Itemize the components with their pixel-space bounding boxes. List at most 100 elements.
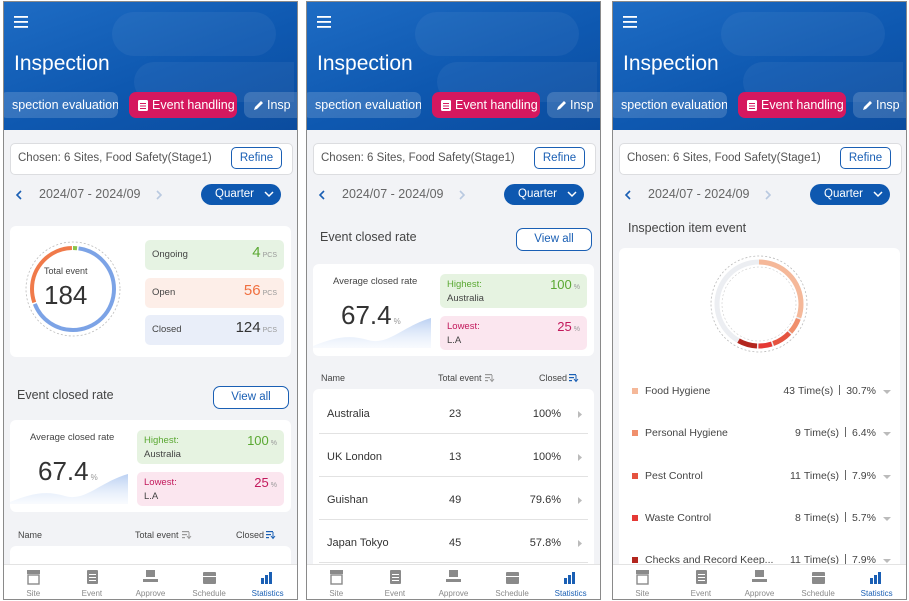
tab[interactable]: Insp: [547, 92, 600, 118]
nav-item[interactable]: Event: [366, 565, 425, 599]
period-select-label[interactable]: Quarter: [215, 188, 254, 200]
refine-button[interactable]: Refine: [534, 147, 585, 169]
nav-label[interactable]: Event: [384, 589, 406, 598]
nav-label[interactable]: Event: [690, 589, 712, 598]
icon-line: [88, 574, 96, 575]
nav-item[interactable]: Schedule: [789, 565, 848, 599]
row-arrow: [578, 454, 582, 461]
nav-label[interactable]: Approve: [135, 589, 166, 598]
refine-label[interactable]: Refine: [848, 152, 883, 164]
period-select-label[interactable]: Quarter: [518, 188, 557, 200]
row-closed: 100%: [532, 451, 561, 463]
refine-button[interactable]: Refine: [231, 147, 282, 169]
nav-label[interactable]: Statistics: [554, 589, 587, 598]
nav-label[interactable]: Site: [329, 589, 344, 598]
tab[interactable]: spection evaluation: [307, 92, 421, 118]
nav-item[interactable]: Approve: [730, 565, 789, 599]
nav-label[interactable]: Statistics: [251, 589, 284, 598]
nav-label[interactable]: Schedule: [801, 589, 835, 598]
nav-label[interactable]: Schedule: [192, 589, 226, 598]
nav-item[interactable]: Site: [307, 565, 366, 599]
filter-summary: Chosen: 6 Sites, Food Safety(Stage1): [627, 152, 821, 164]
tab[interactable]: Event handling: [432, 92, 540, 118]
nav-item[interactable]: Event: [672, 565, 731, 599]
period-select-label[interactable]: Quarter: [824, 188, 863, 200]
row-name: UK London: [327, 451, 383, 463]
nav-label[interactable]: Approve: [438, 589, 469, 598]
tab-label[interactable]: Event handling: [761, 98, 844, 112]
nav-item[interactable]: Site: [613, 565, 672, 599]
period-select[interactable]: Quarter: [810, 184, 890, 205]
sort-line: [266, 531, 273, 533]
tab[interactable]: spection evaluation: [4, 92, 118, 118]
closed-rate-card: Average closed rate 67.4% Highest: Australi…: [10, 420, 291, 512]
tab[interactable]: Insp: [244, 92, 297, 118]
refine-label[interactable]: Refine: [239, 152, 274, 164]
row-total: 49: [449, 494, 462, 506]
tab[interactable]: spection evaluation: [613, 92, 727, 118]
nav-label[interactable]: Statistics: [860, 589, 893, 598]
summary-item-label: Ongoing: [152, 249, 188, 260]
refine-button[interactable]: Refine: [840, 147, 891, 169]
icon-part: [202, 572, 216, 584]
view-all-button[interactable]: View all: [213, 386, 289, 409]
summary-item-unit: PCS: [262, 327, 277, 334]
sort-line: [182, 531, 189, 533]
view-all-button[interactable]: View all: [516, 228, 592, 251]
nav-label[interactable]: Schedule: [495, 589, 529, 598]
header: Inspection spection evaluation Event handl…: [307, 2, 600, 130]
lowest-value-group: 25%: [440, 318, 580, 336]
donut-outline: [25, 241, 121, 337]
nav-label[interactable]: Site: [26, 589, 41, 598]
summary-item-value-group: 124 PCS: [145, 319, 277, 341]
nav-icon: [27, 570, 40, 585]
document-icon: [138, 100, 148, 111]
nav-item[interactable]: Approve: [121, 565, 180, 599]
tab[interactable]: Insp: [853, 92, 906, 118]
refine-label[interactable]: Refine: [542, 152, 577, 164]
nav-item[interactable]: Schedule: [180, 565, 239, 599]
nav-item[interactable]: Site: [4, 565, 63, 599]
nav-icon: [143, 570, 159, 582]
nav-icon: [446, 570, 462, 582]
tab-label[interactable]: spection evaluation: [621, 98, 727, 112]
wave-decoration: [10, 474, 128, 504]
nav-item[interactable]: Schedule: [483, 565, 542, 599]
item-detail: 8 Time(s) 5.7%: [739, 511, 876, 526]
nav-item[interactable]: Approve: [424, 565, 483, 599]
icon-part: [870, 578, 874, 584]
highest-unit: %: [573, 284, 580, 291]
tab-label[interactable]: Event handling: [152, 98, 235, 112]
donut-outline: [710, 255, 808, 353]
nav-item[interactable]: Event: [63, 565, 122, 599]
nav-label[interactable]: Approve: [744, 589, 775, 598]
icon-part: [261, 578, 265, 584]
nav-label[interactable]: Site: [635, 589, 650, 598]
item-separator: [845, 554, 847, 565]
icon-part: [557, 101, 566, 110]
view-all-label[interactable]: View all: [231, 391, 271, 403]
lowest-label: Lowest:: [447, 321, 480, 332]
nav-label[interactable]: Event: [81, 589, 103, 598]
view-all-label[interactable]: View all: [534, 233, 574, 245]
nav-item[interactable]: Statistics: [541, 565, 600, 599]
sort-line: [182, 537, 185, 539]
caret-path: [567, 191, 577, 198]
tab-label[interactable]: spection evaluation: [315, 98, 421, 112]
chevron-icon: [765, 190, 772, 200]
nav-item[interactable]: Statistics: [847, 565, 906, 599]
nav-item[interactable]: Statistics: [238, 565, 297, 599]
lowest-box: Lowest: L.A 25%: [440, 316, 587, 350]
tab-label[interactable]: Insp: [876, 98, 900, 112]
table-header: Name: [18, 530, 43, 540]
tab-label[interactable]: Insp: [267, 98, 291, 112]
tab-label[interactable]: spection evaluation: [12, 98, 118, 112]
tab[interactable]: Event handling: [129, 92, 237, 118]
period-select[interactable]: Quarter: [504, 184, 584, 205]
tab[interactable]: Event handling: [738, 92, 846, 118]
tab-label[interactable]: Insp: [570, 98, 594, 112]
tab-label[interactable]: Event handling: [455, 98, 538, 112]
period-select[interactable]: Quarter: [201, 184, 281, 205]
item-label: Pest Control: [645, 469, 703, 482]
sort-arrow: [489, 375, 495, 383]
